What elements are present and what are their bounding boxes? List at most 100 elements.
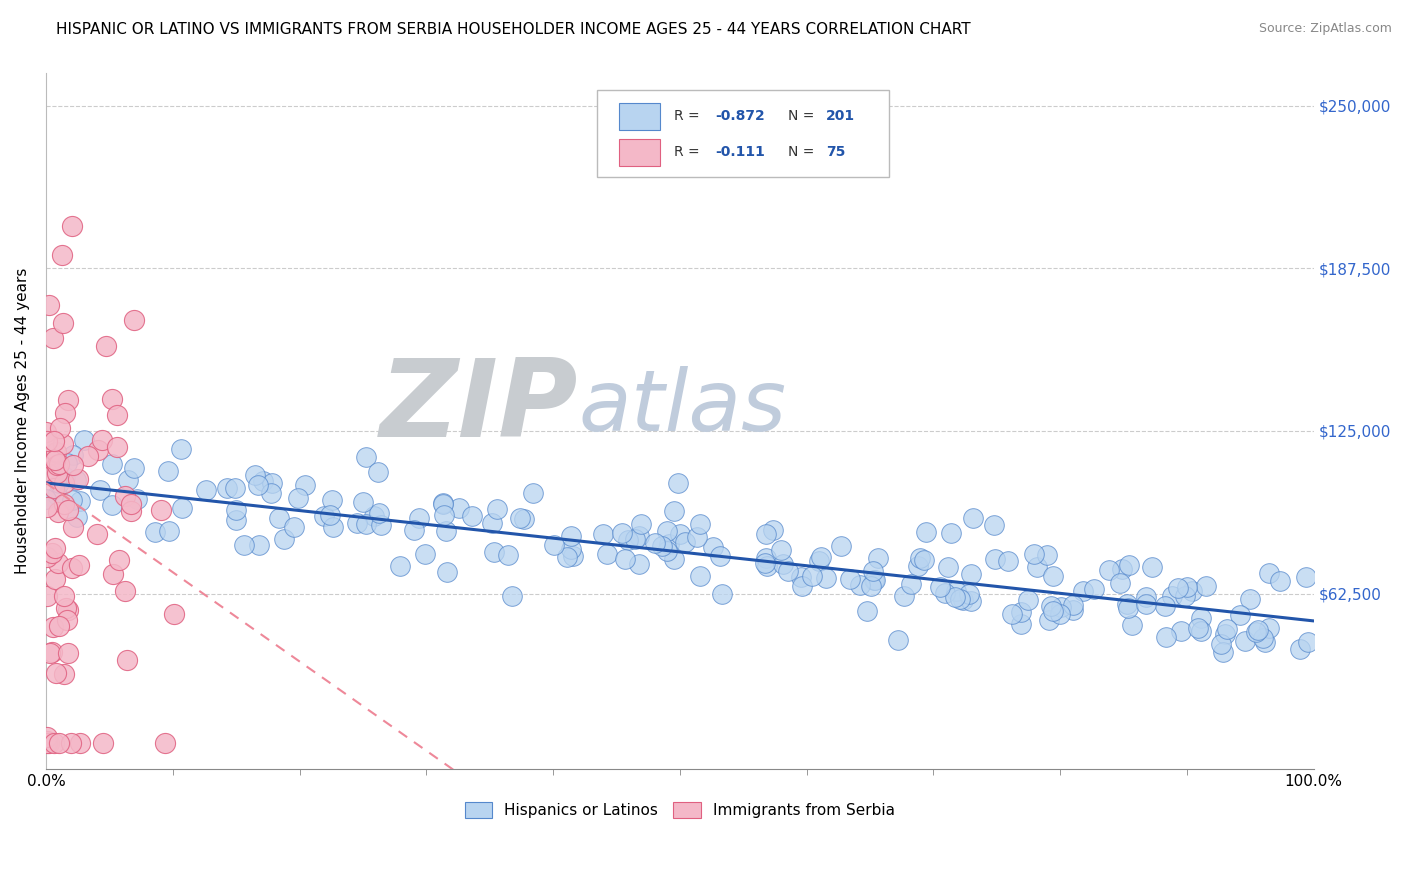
Point [408, 511, 430, 525]
Point [225, 513, 247, 527]
Point [62, 519, 84, 533]
Text: -0.111: -0.111 [716, 145, 765, 159]
Point [91, 736, 114, 750]
Point [65, 474, 87, 488]
Point [1108, 576, 1130, 591]
Point [122, 313, 145, 327]
Point [614, 552, 637, 566]
Point [48, 736, 70, 750]
Point [367, 466, 389, 480]
Point [1135, 597, 1157, 611]
Point [354, 450, 377, 465]
Text: -0.872: -0.872 [716, 110, 765, 123]
Point [62, 458, 84, 472]
Point [108, 553, 131, 567]
Point [755, 559, 778, 574]
Point [35, 492, 58, 507]
Point [617, 533, 640, 547]
Point [1017, 593, 1039, 607]
Point [1035, 549, 1057, 563]
Point [367, 507, 389, 521]
Point [53, 476, 76, 491]
Point [363, 508, 385, 523]
Point [56, 646, 79, 660]
Point [776, 564, 799, 578]
Point [60, 492, 83, 507]
Point [800, 568, 823, 582]
Point [754, 556, 776, 570]
Point [907, 559, 929, 574]
Point [655, 524, 678, 538]
Point [461, 508, 484, 523]
Point [62, 560, 84, 574]
Point [294, 478, 316, 492]
Point [929, 580, 952, 594]
Point [658, 537, 681, 551]
Point [44, 453, 66, 467]
Point [662, 552, 685, 566]
Point [38, 646, 60, 660]
Point [283, 520, 305, 534]
Point [943, 590, 966, 604]
Point [627, 557, 650, 571]
Point [60, 219, 83, 233]
Point [35, 434, 58, 449]
Point [55, 613, 77, 627]
Point [592, 527, 614, 541]
Point [120, 503, 142, 517]
Point [45, 466, 67, 480]
Point [101, 392, 124, 406]
Point [957, 587, 980, 601]
Point [41, 645, 63, 659]
Point [1247, 623, 1270, 637]
Point [105, 408, 128, 422]
Point [790, 569, 813, 583]
Point [1042, 568, 1064, 582]
Point [46, 506, 69, 520]
Point [170, 442, 193, 457]
Point [543, 538, 565, 552]
Point [1001, 607, 1024, 621]
Point [48, 475, 70, 490]
Point [862, 564, 884, 578]
Point [66, 472, 89, 486]
Point [69, 494, 91, 508]
Point [159, 524, 181, 539]
Point [46, 458, 69, 472]
Point [389, 559, 412, 574]
Point [101, 498, 124, 512]
Point [962, 510, 984, 524]
Point [48, 421, 70, 435]
Point [810, 550, 832, 565]
Point [689, 517, 711, 532]
Point [1115, 598, 1137, 612]
Point [1258, 621, 1281, 635]
Point [66, 509, 89, 524]
Point [86, 526, 108, 541]
Point [48, 619, 70, 633]
Point [689, 569, 711, 583]
Point [941, 526, 963, 541]
Point [772, 557, 794, 571]
Point [1268, 574, 1291, 588]
Point [997, 554, 1019, 568]
Point [35, 734, 58, 748]
Point [762, 523, 785, 537]
Point [44, 541, 66, 556]
Point [555, 549, 578, 564]
Point [908, 550, 931, 565]
Point [814, 571, 837, 585]
FancyBboxPatch shape [598, 90, 889, 178]
Point [434, 524, 457, 538]
Legend: Hispanics or Latinos, Immigrants from Serbia: Hispanics or Latinos, Immigrants from Se… [458, 797, 901, 824]
Point [807, 554, 830, 568]
Point [863, 574, 886, 588]
Point [45, 488, 67, 502]
Point [496, 548, 519, 562]
Point [67, 558, 90, 573]
FancyBboxPatch shape [619, 139, 659, 166]
Point [96, 339, 118, 353]
Point [44, 736, 66, 750]
Point [436, 565, 458, 579]
Text: R =: R = [673, 110, 703, 123]
